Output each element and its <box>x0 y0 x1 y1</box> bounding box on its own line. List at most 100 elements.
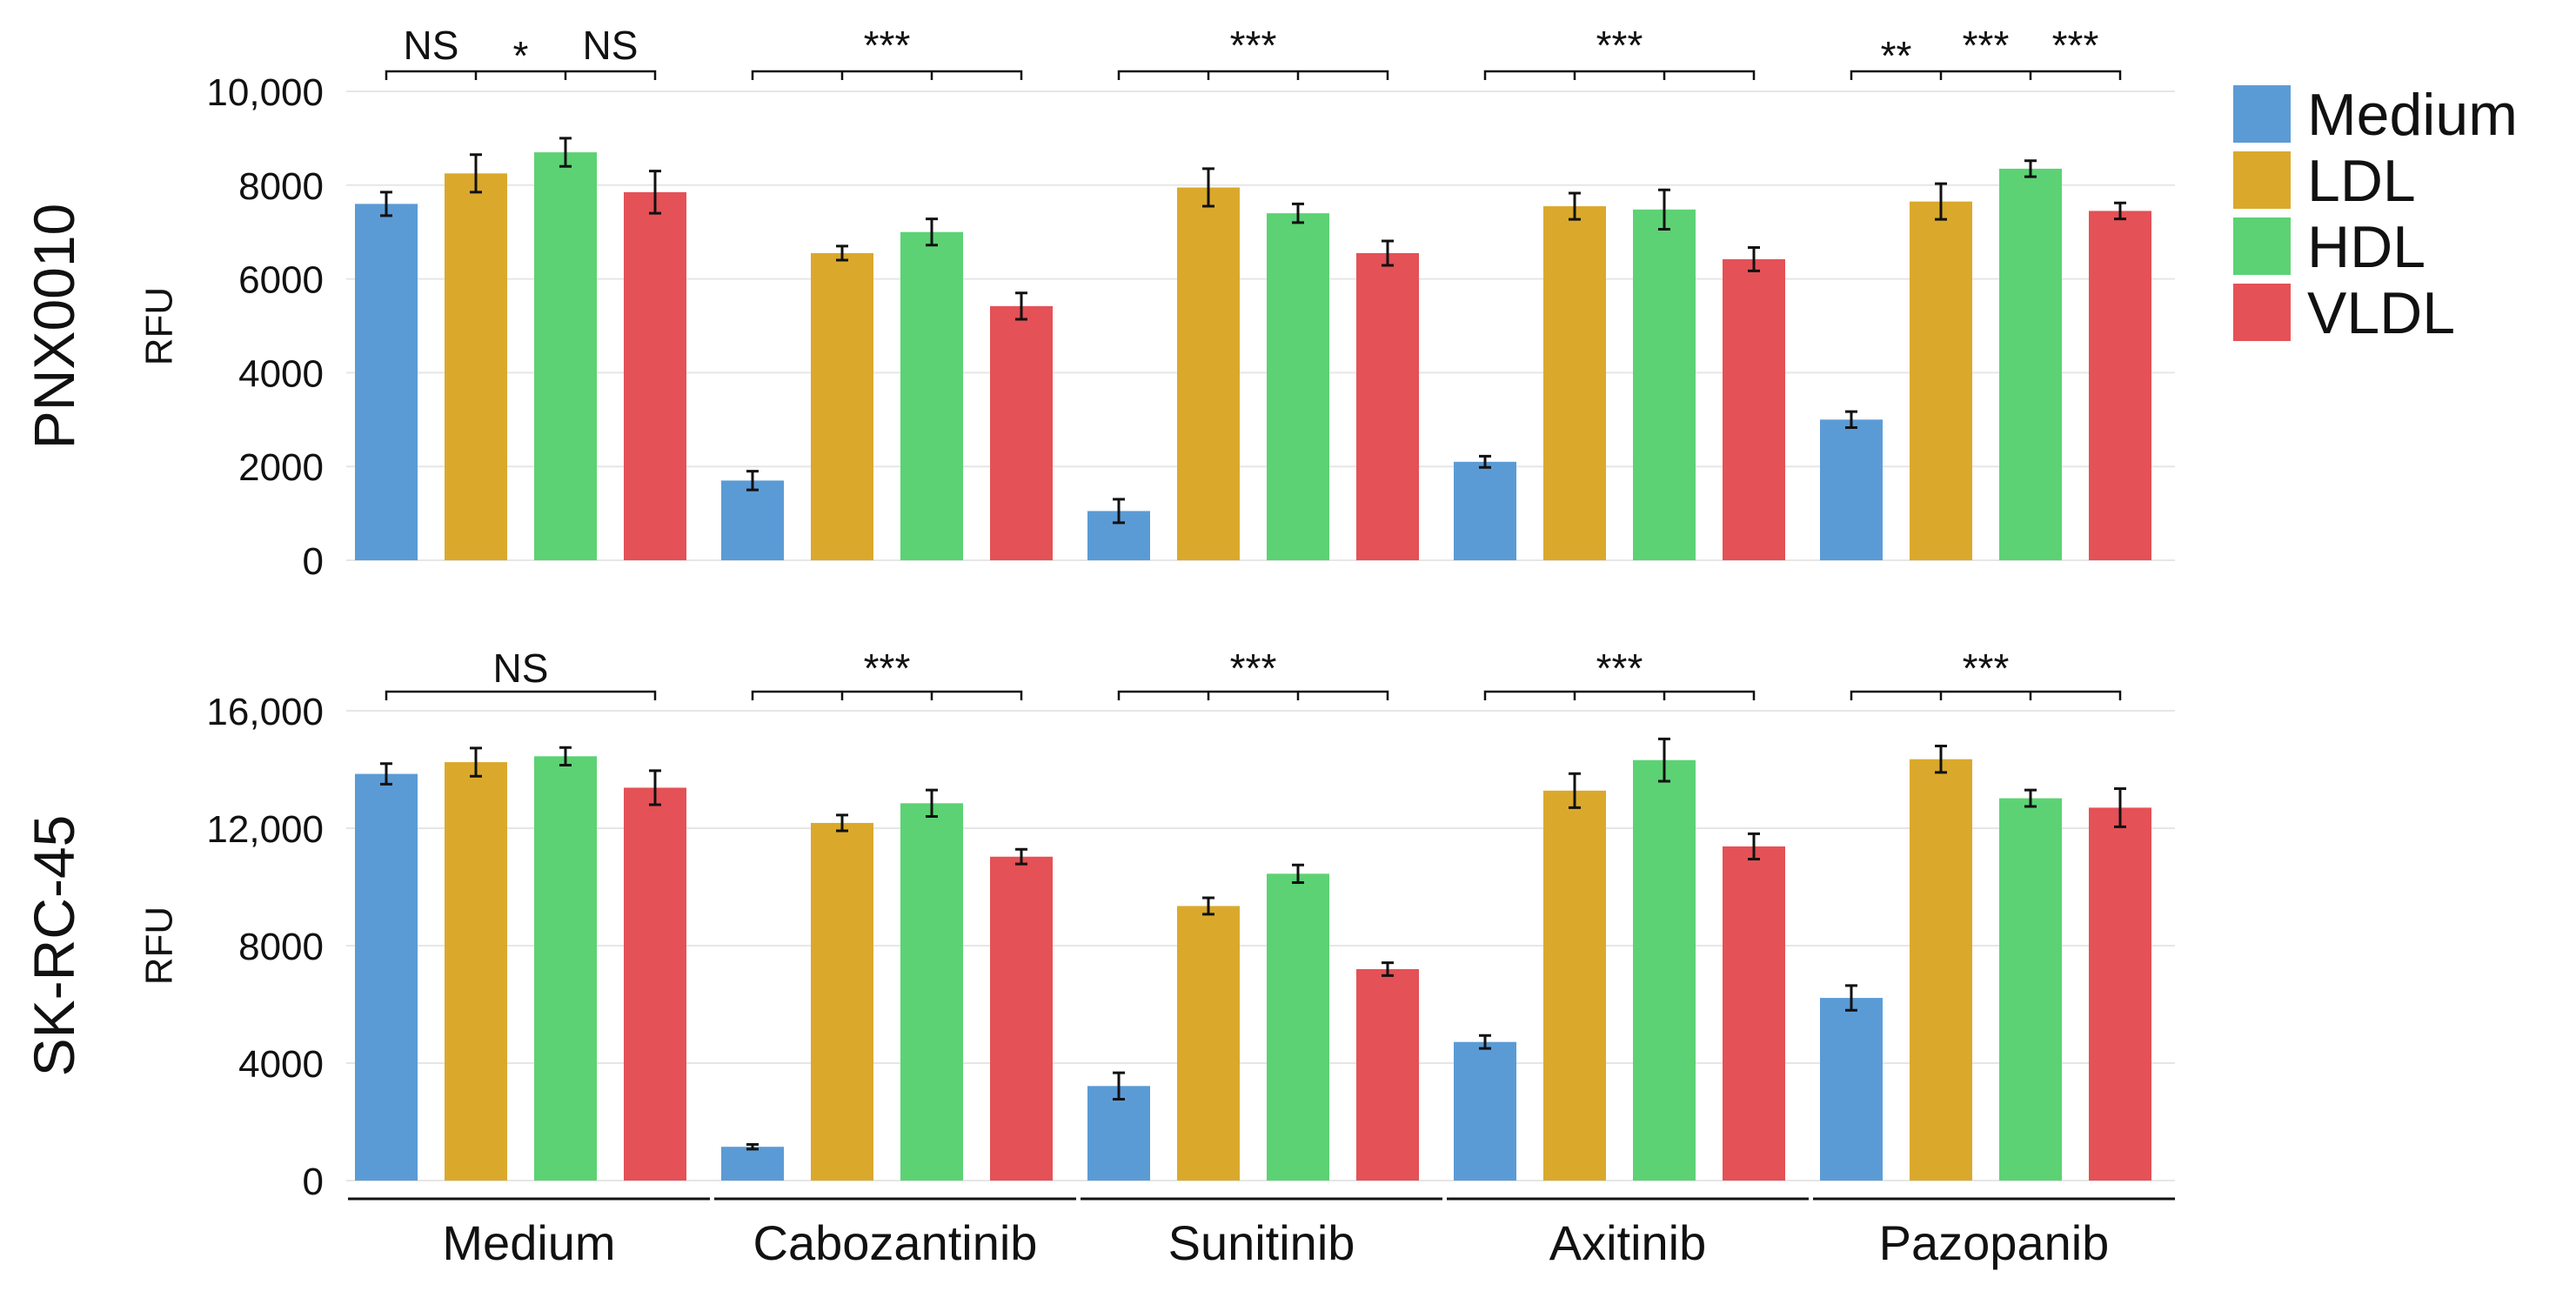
significance-bracket <box>385 70 657 80</box>
error-bar <box>1113 1071 1125 1101</box>
bar-medium-pazopanib <box>1820 998 1883 1181</box>
error-bar <box>1292 202 1304 224</box>
bracket-tick <box>840 692 933 700</box>
significance-bracket <box>385 690 657 700</box>
significance-label: *** <box>1596 23 1643 68</box>
error-bar <box>380 762 392 786</box>
bar-vldl-medium <box>624 787 686 1181</box>
bar-ldl-cabozantinib <box>811 252 873 560</box>
error-bar <box>1292 863 1304 884</box>
error-bar <box>926 217 938 247</box>
bar-hdl-sunitinib <box>1267 873 1329 1181</box>
significance-label: *** <box>1596 646 1643 691</box>
bar-vldl-axitinib <box>1723 258 1785 560</box>
error-bar <box>1569 191 1581 221</box>
significance-bracket <box>1850 690 2122 700</box>
bar-hdl-pazopanib <box>1999 798 2062 1181</box>
error-bar <box>649 769 661 806</box>
y-tick-label: 8000 <box>238 165 324 208</box>
error-bar <box>1748 832 1760 860</box>
legend-label: HDL <box>2307 214 2425 280</box>
significance-label: *** <box>1963 23 2010 68</box>
bracket-tick <box>840 71 933 80</box>
x-tick-label: Cabozantinib <box>753 1215 1038 1270</box>
significance-label: * <box>513 33 529 78</box>
error-bar <box>836 244 848 262</box>
bar-ldl-pazopanib <box>1910 759 1972 1181</box>
bar-hdl-cabozantinib <box>900 231 963 560</box>
y-axis-label: RFU <box>137 907 180 985</box>
error-bar <box>1382 961 1394 977</box>
bar-ldl-cabozantinib <box>811 822 873 1181</box>
legend-swatch <box>2233 284 2291 341</box>
bracket-tick <box>1573 692 1666 700</box>
error-bar <box>559 746 572 766</box>
bar-hdl-sunitinib <box>1267 213 1329 560</box>
x-tick-label: Pazopanib <box>1879 1215 2110 1270</box>
bar-medium-pazopanib <box>1820 419 1883 560</box>
significance-label: *** <box>1230 23 1277 68</box>
x-tick-label: Axitinib <box>1549 1215 1707 1270</box>
bar-medium-medium <box>355 204 418 561</box>
x-axis: Medium Cabozantinib Sunitinib Axitinib Pazop… <box>348 1197 2175 1270</box>
bar-vldl-cabozantinib <box>990 305 1053 560</box>
error-bar <box>1748 245 1760 272</box>
legend-swatch <box>2233 85 2291 143</box>
y-tick-label: 8000 <box>238 926 324 968</box>
error-bar <box>1658 188 1670 231</box>
bar-ldl-pazopanib <box>1910 201 1972 561</box>
significance-bracket <box>1850 70 2122 80</box>
significance-label: *** <box>864 23 911 68</box>
legend-label: Medium <box>2307 82 2518 148</box>
significance-label: *** <box>2052 23 2099 68</box>
bar-medium-medium <box>355 773 418 1181</box>
significance-label: *** <box>864 646 911 691</box>
error-bar <box>926 788 938 818</box>
significance-label: ** <box>1881 33 1912 78</box>
error-bar <box>1382 239 1394 267</box>
y-tick-label: 10,000 <box>206 71 324 114</box>
bar-hdl-pazopanib <box>1999 168 2062 560</box>
y-tick-label: 0 <box>303 1161 324 1203</box>
legend-label: VLDL <box>2307 280 2455 346</box>
bracket-tick <box>1573 71 1666 80</box>
significance-label: NS <box>493 646 549 691</box>
y-tick-label: 4000 <box>238 352 324 395</box>
significance-label: NS <box>583 23 639 68</box>
significance-label: NS <box>404 23 459 68</box>
error-bar <box>1202 167 1214 208</box>
bracket-tick <box>1207 692 1300 700</box>
error-bar <box>2024 159 2037 178</box>
bar-ldl-medium <box>445 762 507 1181</box>
bar-vldl-axitinib <box>1723 846 1785 1181</box>
error-bar <box>2024 788 2037 808</box>
panel-0: 0 2000 4000 6000 8000 10,000 PNX0010 RFU NS * NS **… <box>22 23 2175 583</box>
error-bar <box>836 813 848 833</box>
error-bar <box>1479 1034 1491 1050</box>
bar-vldl-sunitinib <box>1356 969 1419 1181</box>
bar-hdl-cabozantinib <box>900 803 963 1181</box>
bar-medium-cabozantinib <box>721 480 784 560</box>
y-axis-label: RFU <box>137 287 180 365</box>
error-bar <box>1113 498 1125 525</box>
bar-hdl-medium <box>534 152 597 560</box>
error-bar <box>1845 410 1857 429</box>
bar-ldl-axitinib <box>1543 790 1606 1181</box>
panel-title: SK-RC-45 <box>22 815 86 1077</box>
bar-vldl-cabozantinib <box>990 856 1053 1181</box>
legend-swatch <box>2233 217 2291 275</box>
significance-bracket <box>1483 690 1756 700</box>
bar-medium-sunitinib <box>1087 1086 1150 1181</box>
bar-hdl-axitinib <box>1633 759 1696 1181</box>
bracket-tick <box>1939 692 2032 700</box>
y-tick-label: 2000 <box>238 446 324 489</box>
y-tick-label: 12,000 <box>206 808 324 851</box>
x-tick-label: Sunitinib <box>1168 1215 1355 1270</box>
error-bar <box>746 1142 759 1151</box>
legend-swatch <box>2233 151 2291 209</box>
error-bar <box>559 137 572 168</box>
bar-medium-cabozantinib <box>721 1147 784 1181</box>
error-bar <box>649 170 661 215</box>
panel-title: PNX0010 <box>22 204 86 450</box>
